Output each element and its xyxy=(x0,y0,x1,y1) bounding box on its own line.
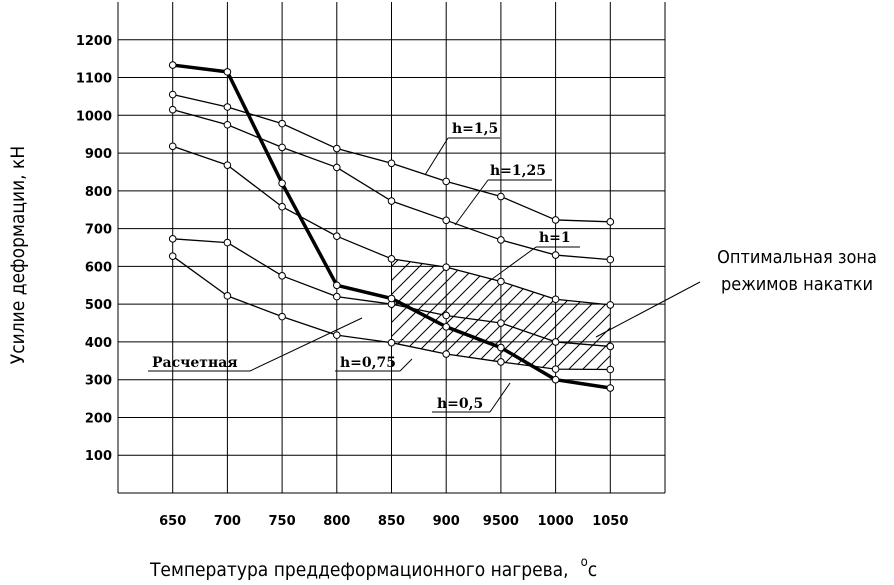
series-h-0-5-point xyxy=(333,331,341,339)
series-h-0-5-point xyxy=(223,292,232,300)
series-h-1-point xyxy=(168,142,177,151)
x-tick-label: 9500 xyxy=(483,514,519,529)
x-tick-label: 800 xyxy=(323,514,350,529)
series-расчетная-point xyxy=(168,61,177,69)
series-h-1-5-point xyxy=(387,159,396,168)
annotation-leader xyxy=(487,246,537,283)
annotation-label: h=0,75 xyxy=(340,355,396,371)
annotation-leader xyxy=(454,179,489,226)
series-h-1-point xyxy=(551,295,560,304)
y-tick-label: 400 xyxy=(85,336,112,351)
series-h-0-5-point xyxy=(606,365,615,374)
series-расчетная-point xyxy=(387,294,396,303)
series-h-0-5-point xyxy=(278,312,286,321)
y-tick-label: 500 xyxy=(85,298,112,313)
series-h-0-5-point xyxy=(387,338,396,347)
series-h-1-point xyxy=(497,277,505,286)
series-h-0-5-point xyxy=(442,350,451,358)
annotation-leader xyxy=(249,317,363,372)
x-axis-unit: c xyxy=(588,559,597,581)
series-h-1-25-point xyxy=(333,163,341,172)
series-h-1-5-point xyxy=(168,90,177,99)
x-axis-label-text: Температура преддеформационного нагрева, xyxy=(149,559,569,581)
series-h-0-75-point xyxy=(606,342,615,351)
series-расчетная-point xyxy=(497,343,505,352)
y-tick-label: 800 xyxy=(85,185,112,200)
series-h-0-75-point xyxy=(223,238,232,247)
series-h-1-25-point xyxy=(223,120,232,129)
optimal-zone-label-line1: Оптимальная зона xyxy=(717,247,877,268)
series-расчетная-point xyxy=(442,323,451,331)
x-tick-label: 650 xyxy=(159,514,186,529)
series-h-1-point xyxy=(606,301,615,309)
x-tick-label: 1000 xyxy=(538,514,574,529)
series-h-1-5-point xyxy=(223,103,232,111)
annotation-label: h=0,5 xyxy=(437,396,483,412)
series-h-1-5-point xyxy=(606,218,615,226)
series-h-1-25-point xyxy=(278,143,286,152)
series-h-1-5-point xyxy=(442,177,451,186)
series-h-0-5-point xyxy=(551,365,560,373)
series-расчетная-point xyxy=(606,384,615,392)
annotations: h=1,5 h=1,25 h=1 h=0,75 h=0,5 Расчетная xyxy=(148,121,701,413)
series-h-1-25-point xyxy=(387,197,396,205)
x-tick-label: 850 xyxy=(378,514,405,529)
y-tick-label: 1000 xyxy=(76,109,112,124)
y-tick-label: 1200 xyxy=(76,34,112,49)
y-tick-label: 700 xyxy=(85,223,112,238)
series-расчетная-point xyxy=(551,375,560,384)
annotation-label: Расчетная xyxy=(152,355,238,371)
y-tick-label: 100 xyxy=(85,449,112,464)
y-tick-label: 600 xyxy=(85,260,112,275)
y-tick-label: 1100 xyxy=(76,72,112,87)
x-tick-label: 900 xyxy=(433,514,460,529)
annotation-leader xyxy=(424,137,449,176)
series-h-1-25-point xyxy=(551,251,560,259)
series-h-1-point xyxy=(278,202,286,211)
series-h-0-75-point xyxy=(551,338,560,346)
series-h-0-75-point xyxy=(168,235,177,243)
y-axis-label: Усилие деформации, кН xyxy=(7,146,29,364)
series-h-0-75-point xyxy=(333,292,341,301)
annotation-leader xyxy=(489,382,511,413)
annotation-label: h=1 xyxy=(539,230,571,246)
series-layer xyxy=(168,61,615,392)
y-tick-label: 300 xyxy=(85,374,112,389)
series-h-1-25-point xyxy=(606,255,615,264)
series-расчетная-point xyxy=(278,179,286,188)
series-h-1-5-point xyxy=(551,216,560,224)
x-tick-label: 700 xyxy=(214,514,241,529)
x-tick-label: 750 xyxy=(269,514,296,529)
optimal-zone-label-line2: режимов накатки xyxy=(721,274,873,295)
series-h-1-point xyxy=(333,232,341,240)
series-h-1-5-point xyxy=(497,192,505,201)
annotation-leader xyxy=(399,358,413,372)
y-tick-label: 200 xyxy=(85,411,112,426)
series-h-1-25-point xyxy=(497,236,505,244)
series-h-1-point xyxy=(223,161,232,169)
x-axis-unit-superscript: o xyxy=(581,555,588,570)
grid xyxy=(117,2,666,494)
y-tick-label: 900 xyxy=(85,147,112,162)
series-h-0-75-point xyxy=(497,319,505,327)
series-h-0-5-point xyxy=(497,358,505,366)
series-h-1-25-point xyxy=(168,105,177,114)
series-h-1-point xyxy=(387,255,396,263)
series-h-0-5-point xyxy=(168,252,177,260)
x-tick-label: 1050 xyxy=(592,514,628,529)
optimal-zone-leader xyxy=(595,281,701,338)
series-h-0-75-point xyxy=(442,311,451,320)
series-h-1-point xyxy=(442,263,451,271)
annotation-label: h=1,5 xyxy=(452,121,498,137)
series-h-0-75-point xyxy=(278,272,286,280)
series-расчетная-point xyxy=(223,68,232,76)
series-h-1-5-point xyxy=(333,144,341,153)
tick-labels: 100 200 300 400 500 600 700 800 900 1000 1100 1200 6… xyxy=(76,34,629,529)
annotation-label: h=1,25 xyxy=(490,163,546,179)
x-axis-label: Температура преддеформационного нагрева,… xyxy=(149,555,597,581)
series-расчетная-point xyxy=(333,281,341,290)
series-h-1-25-point xyxy=(442,216,451,225)
series-h-1-5-point xyxy=(278,119,286,128)
